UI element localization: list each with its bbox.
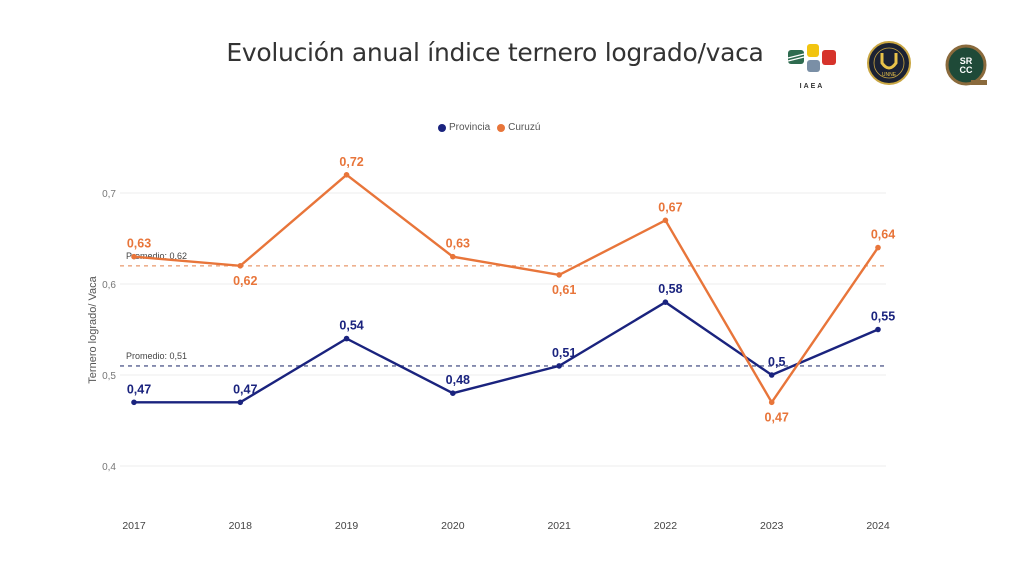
data-label-provincia: 0,48 xyxy=(446,373,470,387)
data-label-provincia: 0,51 xyxy=(552,346,576,360)
data-label-curuzu: 0,63 xyxy=(127,237,151,251)
unne-u-glyph xyxy=(880,53,898,70)
srcc-tail xyxy=(971,80,987,85)
data-point-provincia xyxy=(343,335,350,342)
data-label-provincia: 0,58 xyxy=(658,282,682,296)
data-label-curuzu: 0,67 xyxy=(658,200,682,214)
data-point-provincia xyxy=(556,363,562,369)
iaea-logo: IAEA xyxy=(787,44,836,90)
data-point-provincia xyxy=(662,299,669,306)
srcc-text-bottom: CC xyxy=(960,65,973,75)
srcc-text-top: SR xyxy=(960,56,973,66)
data-label-curuzu: 0,61 xyxy=(552,283,576,297)
x-tick-label: 2017 xyxy=(122,520,146,532)
iaea-yellow-block xyxy=(807,44,819,57)
x-tick-label: 2022 xyxy=(654,520,678,532)
y-tick-label: 0,4 xyxy=(102,462,116,473)
x-tick-label: 2019 xyxy=(335,520,359,532)
data-label-curuzu: 0,72 xyxy=(339,155,363,169)
data-label-provincia: 0,5 xyxy=(768,355,785,369)
iaea-stripes xyxy=(787,53,805,62)
data-label-curuzu: 0,63 xyxy=(446,237,470,251)
data-point-curuzu xyxy=(662,217,669,224)
average-lines: Promedio: 0,51 Promedio: 0,62 xyxy=(120,251,886,367)
legend-marker-provincia xyxy=(438,123,446,132)
unne-logo: UNNE xyxy=(867,41,911,85)
legend-item-curuzu[interactable]: Curuzú xyxy=(497,122,540,133)
data-point-provincia xyxy=(768,372,775,378)
iaea-label: IAEA xyxy=(800,83,825,90)
y-tick-label: 0,6 xyxy=(102,280,116,291)
unne-inner-ring xyxy=(873,47,905,79)
srcc-logo: SR CC xyxy=(945,44,987,86)
data-point-provincia xyxy=(237,399,244,406)
legend-label-provincia: Provincia xyxy=(449,122,491,133)
data-label-curuzu: 0,64 xyxy=(871,228,895,242)
x-tick-label: 2024 xyxy=(866,520,890,532)
data-label-provincia: 0,54 xyxy=(339,319,363,333)
series-line-curuzu xyxy=(133,173,879,405)
y-tick-label: 0,5 xyxy=(102,371,116,382)
data-point-curuzu xyxy=(237,263,244,269)
y-tick-label: 0,7 xyxy=(102,189,116,200)
page-title: Evolución anual índice ternero logrado/v… xyxy=(226,38,764,67)
data-point-curuzu xyxy=(556,272,562,278)
data-point-curuzu xyxy=(131,253,137,260)
x-tick-label: 2021 xyxy=(547,520,571,532)
iaea-red-block xyxy=(822,50,836,65)
legend-label-curuzu: Curuzú xyxy=(508,122,541,133)
data-point-provincia xyxy=(875,326,881,333)
average-label-curuzu: Promedio: 0,62 xyxy=(126,251,187,261)
legend: Provincia Curuzú xyxy=(438,122,543,133)
unne-label: UNNE xyxy=(882,72,897,78)
data-point-curuzu xyxy=(450,253,456,260)
data-label-provincia: 0,55 xyxy=(871,310,895,324)
data-label-provincia: 0,47 xyxy=(233,382,257,396)
y-axis-title: Ternero logrado/ Vaca xyxy=(87,275,99,383)
data-point-provincia xyxy=(450,390,456,397)
data-point-curuzu xyxy=(875,244,881,251)
iaea-blue-block xyxy=(807,60,820,72)
logos: IAEA UNNE SR CC xyxy=(780,40,1010,100)
data-point-curuzu xyxy=(768,399,775,406)
axes: 0,4 0,5 0,6 0,7 2017 2018 2019 2020 2021 2022 2023… xyxy=(87,189,890,532)
data-labels: 0,47 0,47 0,54 0,48 0,51 0,58 0,5 0,55 0,63 0,62 0… xyxy=(127,155,895,424)
x-tick-label: 2020 xyxy=(441,520,465,532)
series-lines xyxy=(131,172,881,406)
srcc-seal xyxy=(945,44,987,86)
data-point-curuzu xyxy=(343,172,350,178)
data-label-provincia: 0,47 xyxy=(127,382,151,396)
average-label-provincia: Promedio: 0,51 xyxy=(126,351,187,361)
data-label-curuzu: 0,62 xyxy=(233,274,257,288)
x-tick-label: 2018 xyxy=(229,520,253,532)
legend-item-provincia[interactable]: Provincia xyxy=(438,122,490,133)
x-tick-label: 2023 xyxy=(760,520,784,532)
data-label-curuzu: 0,47 xyxy=(765,410,789,424)
gridlines xyxy=(120,192,886,467)
data-point-provincia xyxy=(131,399,137,406)
legend-marker-curuzu xyxy=(497,123,506,132)
series-line-provincia xyxy=(134,300,879,404)
